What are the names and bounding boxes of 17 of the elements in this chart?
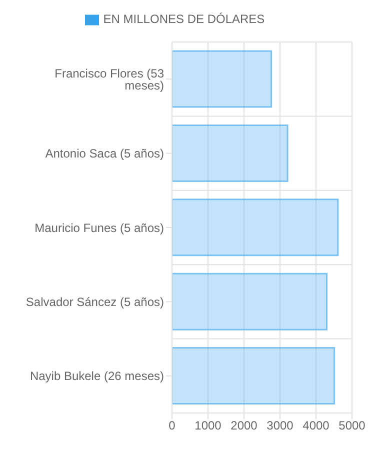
y-tick-label: Mauricio Funes (5 años) [34,220,164,235]
bar [172,198,339,256]
x-tick-label: 2000 [230,418,258,433]
y-tick-label: Nayib Bukele (26 meses) [30,369,164,384]
y-tick-label: Francisco Flores (53 meses) [54,66,164,92]
x-tick-label: 1000 [194,418,222,433]
bar [172,347,336,405]
y-tick-label: Antonio Saca (5 años) [45,146,164,161]
x-tick-label: 4000 [302,418,330,433]
x-tick-label: 5000 [338,418,366,433]
x-tick-label: 0 [168,418,176,433]
x-tick-label: 3000 [266,418,294,433]
y-tick-label: Salvador Sáncez (5 años) [26,294,164,309]
legend-label: EN MILLONES DE DÓLARES [103,12,265,26]
bar [172,124,288,182]
bar [172,272,328,330]
bar [172,50,272,108]
